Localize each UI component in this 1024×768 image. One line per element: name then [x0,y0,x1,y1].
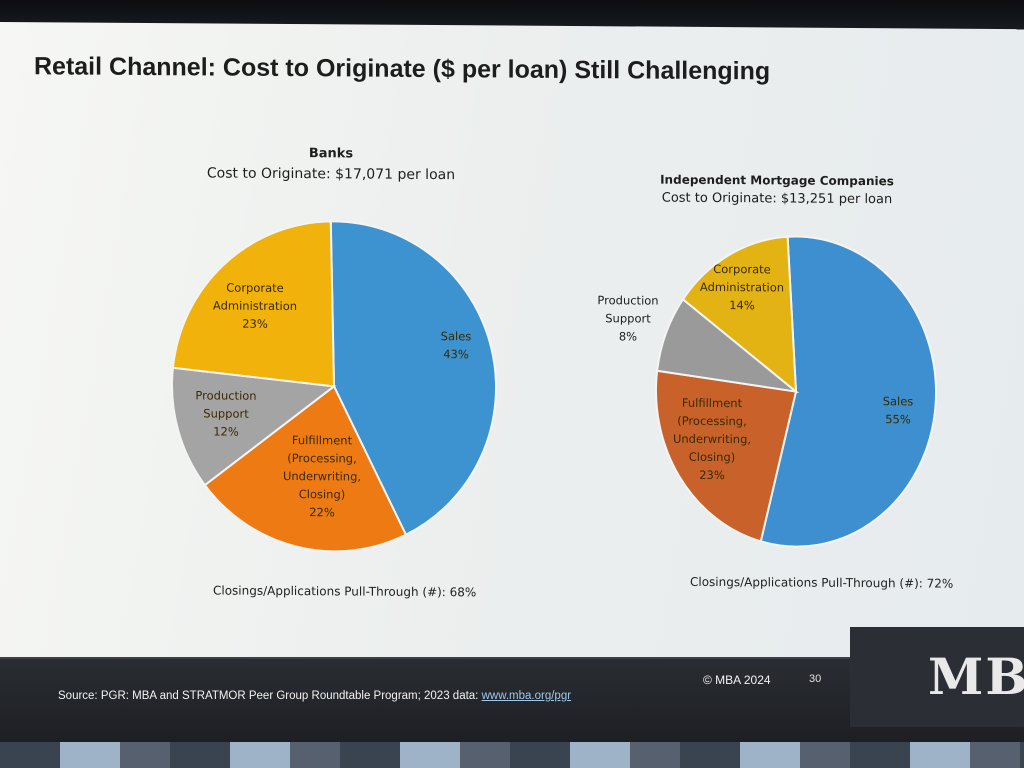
pie0-slice-production [171,366,337,487]
banks-pie-chart: Sales 43% Fulfillment (Processing, Underwrit… [171,220,497,553]
presentation-slide: Retail Channel: Cost to Originate ($ per… [0,22,1024,670]
footer-divider [0,657,1024,659]
room-floor-background [0,742,1024,768]
pie1-slice-corporate [681,235,798,394]
source-note: Source: PGR: MBA and STRATMOR Peer Group… [58,690,571,702]
imc-pie-chart: Sales 55% Fulfillment (Processing, Underwrit… [597,235,937,548]
pie1-slice-fulfillment [655,369,798,543]
pie1-label-production: Production Support 8% [597,293,658,343]
pie0-slice-corporate [171,220,336,388]
pie0-label-corporate: Corporate Administration 23% [213,280,297,331]
source-text: Source: PGR: MBA and STRATMOR Peer Group… [58,690,479,702]
pie0-label-sales: Sales 43% [441,329,472,361]
pie0-label-production: Production Support 12% [195,388,256,438]
mba-logo: MB [928,647,1024,706]
pie0-slice-sales [329,220,497,537]
logo-panel [850,627,1024,727]
pie1-slice-sales [759,235,937,548]
pie-charts-svg: Sales 43% Fulfillment (Processing, Underwrit… [171,220,937,553]
pie0-label-fulfillment: Fulfillment (Processing, Underwriting, Clos… [283,433,361,520]
pie0-slice-fulfillment [203,384,408,553]
pie1-label-corporate: Corporate Administration 14% [700,262,784,313]
copyright: © MBA 2024 [703,673,771,687]
pie1-label-sales: Sales 55% [883,394,914,426]
banks-pull-through: Closings/Applications Pull-Through (#): … [213,583,477,600]
source-link[interactable]: www.mba.org/pgr [481,690,572,702]
page-number: 30 [809,673,822,685]
imc-pull-through: Closings/Applications Pull-Through (#): … [690,574,954,591]
pie1-label-fulfillment: Fulfillment (Processing, Underwriting, Clos… [673,396,751,483]
slide-footer: MB Source: PGR: MBA and STRATMOR Peer Gr… [0,627,1024,742]
